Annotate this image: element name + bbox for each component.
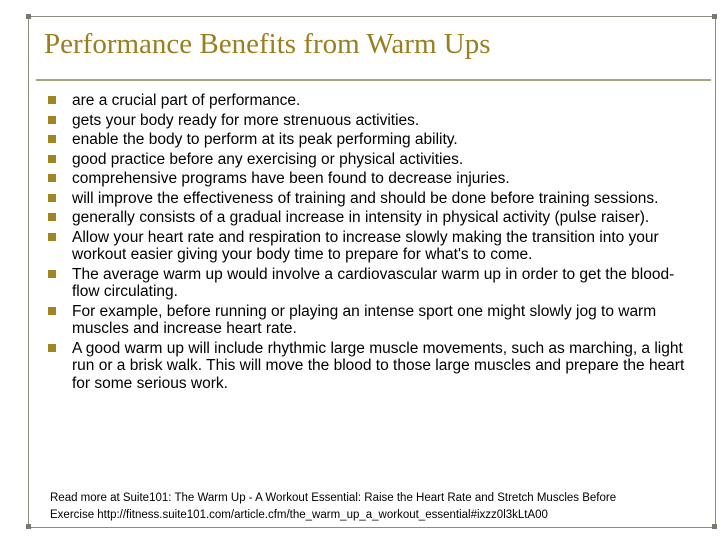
title-rule	[36, 79, 711, 81]
bullet-item: For example, before running or playing a…	[46, 303, 686, 338]
square-bullet-icon	[48, 154, 56, 163]
bullet-item: The average warm up would involve a card…	[46, 266, 686, 301]
bullet-item: generally consists of a gradual increase…	[46, 209, 686, 227]
slide-title: Performance Benefits from Warm Ups	[44, 28, 491, 60]
square-bullet-icon	[48, 232, 56, 241]
source-line-2: Exercise http://fitness.suite101.com/art…	[50, 509, 548, 521]
slide-frame	[28, 16, 716, 528]
bullet-text: gets your body ready for more strenuous …	[72, 111, 420, 129]
bullet-item: enable the body to perform at its peak p…	[46, 131, 686, 149]
bullet-text: good practice before any exercising or p…	[72, 150, 464, 168]
bullet-text: A good warm up will include rhythmic lar…	[72, 339, 685, 392]
square-bullet-icon	[48, 213, 56, 221]
bullet-item: A good warm up will include rhythmic lar…	[46, 340, 686, 393]
frame-corner-top-right	[712, 14, 717, 19]
bullet-item: are a crucial part of performance.	[46, 92, 686, 110]
bullet-item: will improve the effectiveness of traini…	[46, 190, 686, 208]
square-bullet-icon	[48, 343, 56, 352]
square-bullet-icon	[48, 135, 56, 143]
bullet-item: Allow your heart rate and respiration to…	[46, 229, 686, 264]
square-bullet-icon	[48, 269, 56, 278]
bullet-text: For example, before running or playing a…	[72, 302, 657, 338]
frame-corner-top-left	[26, 14, 31, 19]
square-bullet-icon	[48, 193, 56, 202]
bullet-item: comprehensive programs have been found t…	[46, 170, 686, 188]
bullet-text: The average warm up would involve a card…	[72, 265, 675, 301]
source-line-1: Read more at Suite101: The Warm Up - A W…	[50, 492, 617, 504]
square-bullet-icon	[48, 306, 56, 315]
bullet-text: generally consists of a gradual increase…	[72, 209, 650, 226]
square-bullet-icon	[48, 96, 56, 104]
bullet-text: comprehensive programs have been found t…	[72, 170, 510, 187]
source-note: Read more at Suite101: The Warm Up - A W…	[50, 490, 700, 524]
bullet-text: are a crucial part of performance.	[72, 92, 301, 109]
frame-corner-bottom-right	[712, 524, 717, 529]
square-bullet-icon	[48, 174, 56, 182]
bullet-text: will improve the effectiveness of traini…	[72, 189, 659, 207]
frame-corner-bottom-left	[26, 524, 31, 529]
bullet-list: are a crucial part of performance. gets …	[46, 92, 686, 394]
bullet-text: Allow your heart rate and respiration to…	[72, 228, 659, 264]
square-bullet-icon	[48, 115, 56, 124]
bullet-text: enable the body to perform at its peak p…	[72, 131, 458, 148]
bullet-item: good practice before any exercising or p…	[46, 151, 686, 169]
bullet-item: gets your body ready for more strenuous …	[46, 112, 686, 130]
